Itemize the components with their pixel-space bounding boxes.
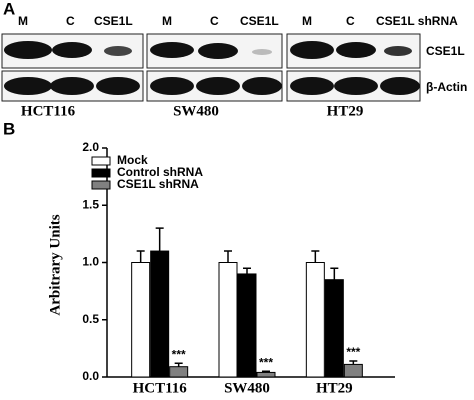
annotation: *** — [172, 347, 186, 361]
blot-bands — [4, 41, 420, 95]
legend-swatch — [91, 168, 111, 178]
x-tick-label: HCT116 — [133, 380, 188, 395]
panel-label: B — [3, 119, 15, 138]
error-bar — [155, 227, 164, 252]
error-bar — [262, 370, 270, 373]
error-bar — [174, 362, 183, 367]
legend-label: Control shRNA — [117, 165, 203, 179]
cell-lines: HCT116 SW480 HT29 — [21, 103, 363, 119]
lane-label: CSE1L shRNA — [376, 14, 458, 28]
y-tick-label: 0.5 — [82, 312, 99, 326]
y-tick-label: 1.0 — [82, 255, 99, 269]
x-tick-label: SW480 — [224, 380, 270, 395]
error-bar — [330, 267, 339, 280]
lane-label: CSE1L — [240, 14, 279, 28]
bar — [343, 363, 363, 378]
annotation: *** — [259, 355, 273, 369]
bar — [256, 371, 276, 378]
y-axis-label: Arbitrary Units — [47, 214, 63, 315]
y-tick-label: 1.5 — [82, 197, 99, 211]
error-bar — [349, 360, 358, 365]
legend-swatch — [91, 180, 111, 190]
lane-label: M — [18, 14, 28, 28]
lane-label: C — [66, 14, 75, 28]
cell-line-label: HT29 — [327, 103, 364, 119]
error-bar — [224, 250, 232, 263]
lane-labels: M C CSE1L M C CSE1L M C CSE1L shRNA CSE1… — [18, 14, 467, 94]
blot-label: β-Actin — [426, 80, 467, 94]
bar — [150, 250, 170, 378]
error-bar — [136, 250, 145, 263]
lane-label: M — [302, 14, 312, 28]
blot-label: CSE1L — [426, 44, 465, 58]
lane-label: CSE1L — [94, 14, 133, 28]
x-tick-label: HT29 — [316, 380, 353, 395]
annotation: *** — [346, 345, 360, 359]
bar — [305, 262, 325, 378]
y-tick-label: 0.0 — [82, 369, 99, 383]
lane-label: M — [162, 14, 172, 28]
error-bar — [243, 267, 251, 274]
y-tick-label: 2.0 — [82, 140, 99, 154]
cell-line-label: HCT116 — [21, 103, 76, 119]
panel-label: A — [3, 0, 15, 18]
bar — [218, 262, 238, 378]
bar — [237, 273, 257, 378]
lane-label: C — [210, 14, 219, 28]
bar — [324, 279, 344, 378]
bar — [169, 366, 189, 378]
bar — [131, 262, 151, 378]
legend-label: Mock — [117, 153, 148, 167]
legend-label: CSE1L shRNA — [117, 177, 199, 191]
lane-label: C — [346, 14, 355, 28]
legend-swatch — [91, 156, 111, 166]
error-bar — [311, 250, 320, 263]
cell-line-label: SW480 — [173, 103, 219, 119]
